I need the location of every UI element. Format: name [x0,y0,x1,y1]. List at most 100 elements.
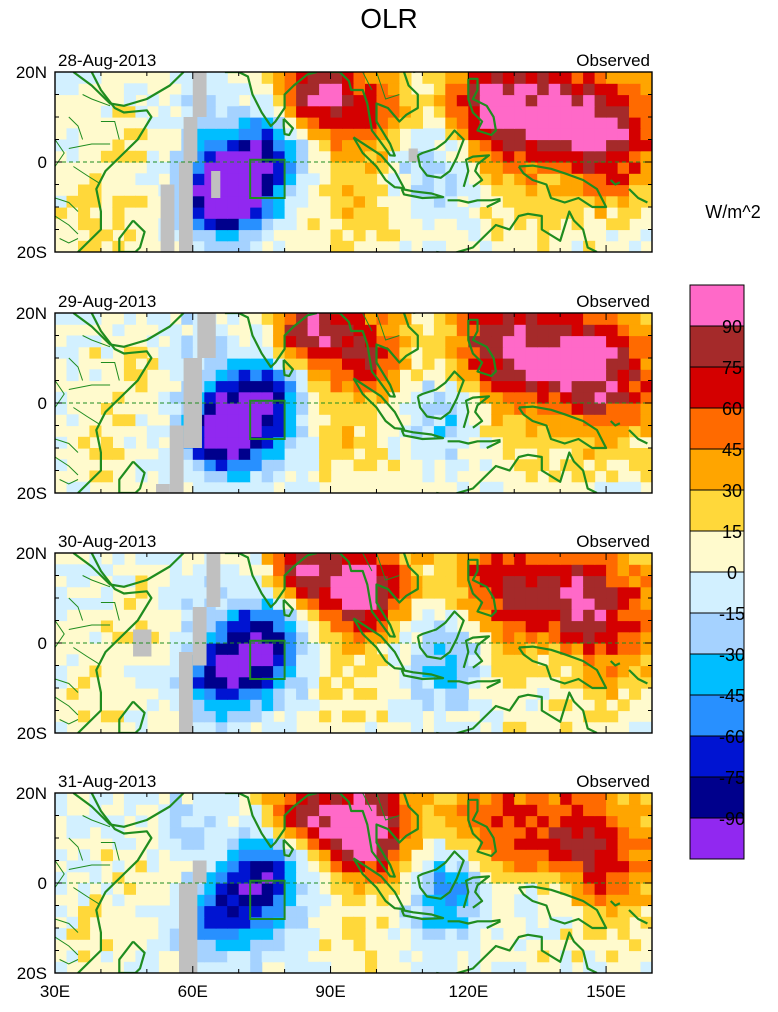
anomaly-cell [112,710,125,723]
anomaly-cell [571,94,584,107]
anomaly-cell [617,620,630,633]
anomaly-cell [594,207,607,219]
anomaly-cell [181,826,194,839]
anomaly-cell [296,403,309,415]
anomaly-cell [238,117,251,129]
anomaly-cell [491,609,504,622]
anomaly-cell [514,173,527,186]
anomaly-cell [387,654,400,667]
anomaly-cell [181,804,194,817]
anomaly-cell [468,826,481,839]
coastline [118,700,146,733]
anomaly-cell [629,564,642,577]
anomaly-cell [410,448,423,460]
anomaly-cell [537,240,550,252]
anomaly-cell [215,414,228,427]
anomaly-cell [342,380,355,393]
anomaly-cell [502,195,515,208]
anomaly-cell [617,676,630,689]
anomaly-cell [66,928,79,940]
anomaly-cell [273,403,286,415]
anomaly-cell [319,369,332,382]
anomaly-cell [296,139,309,152]
anomaly-cell [617,218,630,231]
anomaly-cell [468,838,481,850]
anomaly-cell [365,631,378,644]
anomaly-cell [319,598,332,610]
anomaly-cell [273,369,286,382]
anomaly-cell [571,631,584,644]
anomaly-cell [479,598,492,610]
anomaly-cell [629,620,642,633]
anomaly-cell [112,448,125,460]
anomaly-cell [571,391,584,404]
anomaly-cell [296,94,309,107]
anomaly-cell [273,688,286,700]
anomaly-cell [227,598,240,610]
anomaly-cell [433,654,446,667]
anomaly-cell [353,665,366,678]
anomaly-cell [261,448,274,460]
anomaly-cell [433,721,446,733]
anomaly-cell [445,459,458,472]
anomaly-cell [365,218,378,231]
anomaly-cell [192,586,205,599]
anomaly-cell [399,117,412,129]
anomaly-cell [89,425,102,438]
anomaly-cell [261,380,274,393]
anomaly-cell [606,94,619,107]
missing-data-area [178,883,198,973]
anomaly-cell [307,883,320,895]
anomaly-cell [537,313,550,325]
anomaly-cell [169,928,182,940]
region-box [249,639,286,680]
anomaly-cell [307,105,320,118]
anomaly-cell [296,414,309,427]
anomaly-cell [433,207,446,219]
anomaly-cell [502,448,515,460]
anomaly-cell [342,654,355,667]
anomaly-cell [514,94,527,107]
anomaly-cell [284,162,297,174]
anomaly-cell [123,631,136,644]
y-tick-label: 20N [16,544,47,563]
anomaly-cell [548,564,561,577]
anomaly-cell [629,139,642,152]
anomaly-cell [571,184,584,197]
anomaly-cell [376,586,389,599]
anomaly-cell [238,346,251,359]
anomaly-cell [583,849,596,862]
anomaly-cell [135,676,148,689]
anomaly-cell [227,654,240,667]
coastline [118,219,146,252]
anomaly-cell [89,346,102,359]
anomaly-cell [583,575,596,588]
anomaly-cell [227,139,240,152]
anomaly-cell [433,94,446,107]
colorbar-swatch [689,407,745,450]
anomaly-cell [548,117,561,129]
anomaly-cell [629,150,642,163]
coastline [467,318,497,378]
anomaly-cell [215,459,228,472]
anomaly-cell [422,804,435,817]
anomaly-cell [112,860,125,873]
anomaly-cell [629,184,642,197]
anomaly-cell [273,459,286,472]
anomaly-cell [307,436,320,449]
anomaly-cell [606,391,619,404]
anomaly-cell [571,358,584,370]
anomaly-cell [342,928,355,940]
anomaly-cell [525,391,538,404]
anomaly-cell [342,240,355,252]
anomaly-cell [250,883,263,895]
anomaly-cell [78,849,91,862]
anomaly-cell [410,403,423,415]
anomaly-cell [537,448,550,460]
anomaly-cell [433,564,446,577]
coastline [352,136,406,190]
anomaly-cell [502,346,515,359]
anomaly-cell [560,815,573,828]
anomaly-cell [365,815,378,828]
anomaly-cell [89,860,102,873]
